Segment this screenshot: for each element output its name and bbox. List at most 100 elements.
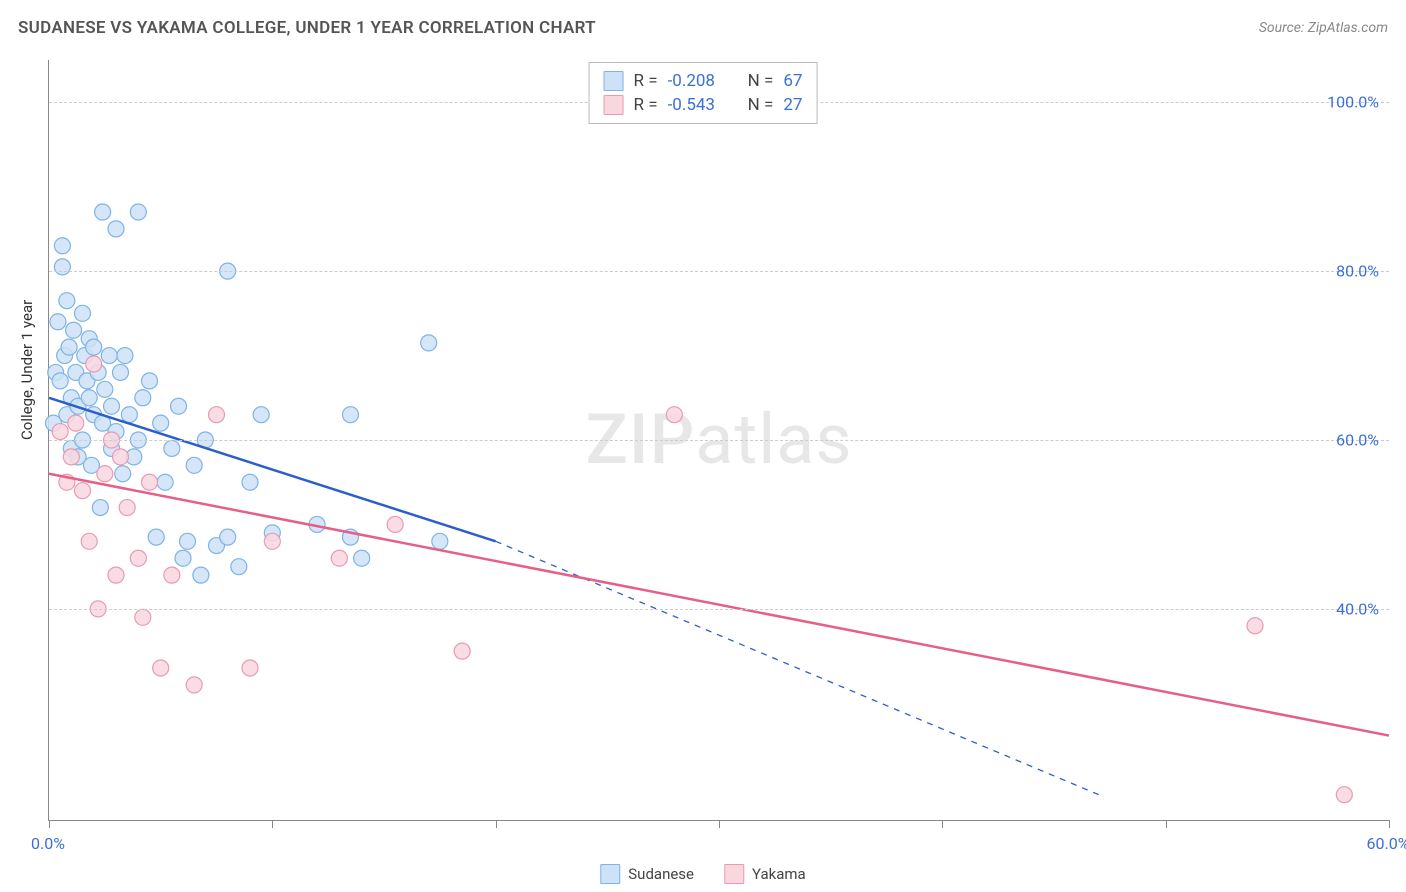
scatter-point: [119, 500, 135, 516]
scatter-point: [231, 559, 247, 575]
x-tick: [719, 820, 720, 828]
scatter-point: [130, 550, 146, 566]
scatter-point: [86, 356, 102, 372]
scatter-point: [264, 533, 280, 549]
scatter-point: [387, 516, 403, 532]
scatter-point: [135, 609, 151, 625]
scatter-point: [97, 381, 113, 397]
y-axis-label: College, Under 1 year: [18, 300, 36, 440]
scatter-point: [148, 529, 164, 545]
scatter-point: [75, 305, 91, 321]
x-tick-label: 0.0%: [31, 834, 65, 853]
scatter-point: [164, 440, 180, 456]
scatter-point: [171, 398, 187, 414]
scatter-point: [331, 550, 347, 566]
stats-row: R = -0.208 N = 67: [604, 69, 803, 93]
x-tick: [942, 820, 943, 828]
x-tick: [496, 820, 497, 828]
scatter-point: [130, 204, 146, 220]
scatter-point: [75, 483, 91, 499]
scatter-point: [86, 339, 102, 355]
y-tick-label: 80.0%: [1336, 262, 1379, 281]
scatter-point: [354, 550, 370, 566]
scatter-point: [1247, 618, 1263, 634]
scatter-point: [68, 415, 84, 431]
scatter-point: [61, 339, 77, 355]
scatter-point: [193, 567, 209, 583]
stats-n-value: 67: [783, 71, 802, 91]
legend-bottom: Sudanese Yakama: [600, 864, 805, 884]
x-tick-label: 60.0%: [1367, 834, 1406, 853]
scatter-point: [117, 348, 133, 364]
legend-swatch: [604, 71, 624, 91]
trend-line: [49, 474, 1389, 736]
scatter-point: [112, 449, 128, 465]
x-tick: [49, 820, 50, 828]
x-tick: [1166, 820, 1167, 828]
scatter-point: [142, 373, 158, 389]
scatter-point: [66, 322, 82, 338]
stats-r-value: -0.543: [668, 95, 715, 115]
scatter-point: [108, 221, 124, 237]
x-tick: [1389, 820, 1390, 828]
scatter-point: [253, 407, 269, 423]
legend-swatch: [724, 864, 744, 884]
source-label: Source: ZipAtlas.com: [1259, 20, 1388, 36]
stats-n-label: N =: [748, 95, 774, 115]
scatter-point: [52, 424, 68, 440]
scatter-point: [175, 550, 191, 566]
scatter-point: [112, 364, 128, 380]
scatter-point: [186, 457, 202, 473]
legend-item: Yakama: [724, 864, 806, 884]
scatter-point: [153, 660, 169, 676]
scatter-point: [157, 474, 173, 490]
scatter-point: [97, 466, 113, 482]
scatter-point: [81, 390, 97, 406]
scatter-point: [108, 567, 124, 583]
legend-label: Sudanese: [628, 865, 694, 883]
scatter-point: [54, 238, 70, 254]
legend-label: Yakama: [752, 865, 806, 883]
scatter-point: [153, 415, 169, 431]
legend-swatch: [600, 864, 620, 884]
scatter-point: [121, 407, 137, 423]
scatter-point: [179, 533, 195, 549]
scatter-point: [421, 335, 437, 351]
scatter-point: [135, 390, 151, 406]
scatter-point: [343, 407, 359, 423]
stats-n-value: 27: [783, 95, 802, 115]
scatter-point: [209, 407, 225, 423]
scatter-point: [81, 533, 97, 549]
scatter-point: [666, 407, 682, 423]
scatter-point: [186, 677, 202, 693]
scatter-point: [454, 643, 470, 659]
scatter-point: [104, 398, 120, 414]
gridline: [49, 271, 1389, 272]
scatter-point: [1336, 787, 1352, 803]
scatter-point: [432, 533, 448, 549]
scatter-point: [92, 500, 108, 516]
scatter-point: [63, 449, 79, 465]
scatter-point: [242, 474, 258, 490]
scatter-point: [59, 293, 75, 309]
scatter-point: [220, 529, 236, 545]
y-tick-label: 60.0%: [1336, 431, 1379, 450]
gridline: [49, 440, 1389, 441]
scatter-point: [95, 204, 111, 220]
scatter-point: [115, 466, 131, 482]
scatter-point: [164, 567, 180, 583]
scatter-point: [142, 474, 158, 490]
legend-item: Sudanese: [600, 864, 694, 884]
y-tick-label: 100.0%: [1327, 93, 1379, 112]
stats-r-label: R =: [634, 71, 658, 91]
plot-area: ZIPatlas 40.0%60.0%80.0%100.0%: [48, 60, 1389, 821]
stats-r-label: R =: [634, 95, 658, 115]
scatter-point: [50, 314, 66, 330]
stats-legend-box: R = -0.208 N = 67R = -0.543 N = 27: [589, 62, 818, 124]
x-tick: [272, 820, 273, 828]
chart-title: SUDANESE VS YAKAMA COLLEGE, UNDER 1 YEAR…: [18, 18, 596, 38]
stats-row: R = -0.543 N = 27: [604, 93, 803, 117]
scatter-point: [101, 348, 117, 364]
gridline: [49, 609, 1389, 610]
y-tick-label: 40.0%: [1336, 599, 1379, 618]
